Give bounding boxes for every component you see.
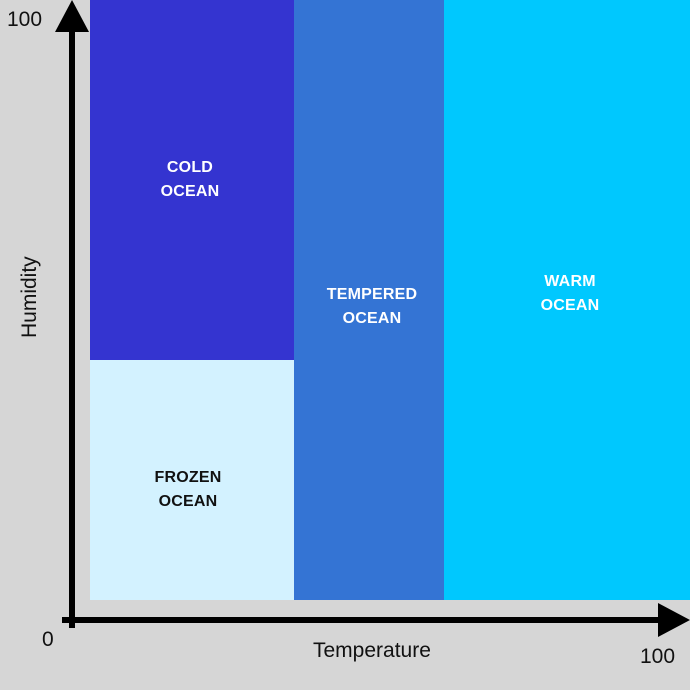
warm-ocean-label: WARM OCEAN — [540, 273, 600, 314]
region-cold-ocean — [90, 0, 294, 360]
origin-label: 0 — [42, 628, 54, 651]
tempered-ocean-label: TEMPERED OCEAN — [326, 286, 418, 327]
region-tempered-ocean — [294, 0, 444, 600]
frozen-ocean-label: FROZEN OCEAN — [154, 469, 222, 510]
cold-ocean-label: COLD OCEAN — [160, 159, 220, 200]
y-axis-title: Humidity — [18, 256, 41, 338]
x-axis-arrowhead — [658, 603, 690, 637]
region-warm-ocean — [444, 0, 690, 600]
y-max-label: 100 — [7, 8, 43, 31]
x-max-label: 100 — [640, 645, 676, 668]
y-axis-arrowhead — [55, 0, 89, 32]
x-axis-title: Temperature — [313, 639, 431, 662]
region-frozen-ocean — [90, 360, 294, 600]
